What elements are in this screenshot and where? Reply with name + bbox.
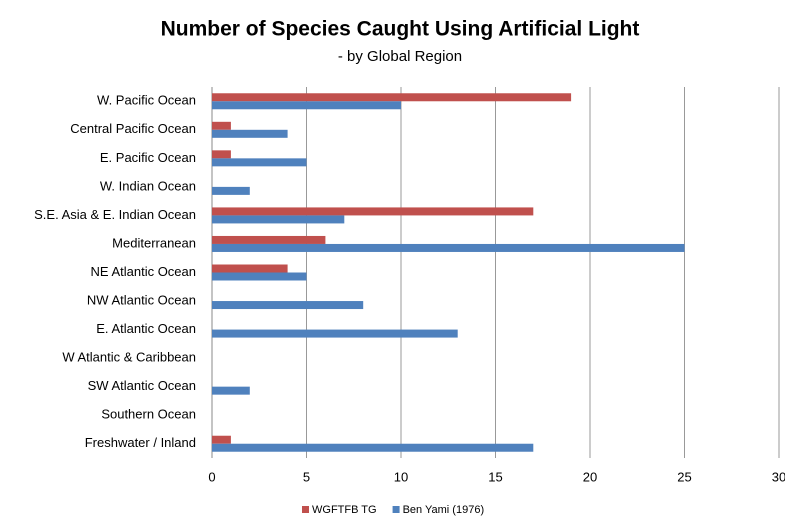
y-tick-label: E. Atlantic Ocean (96, 321, 196, 336)
bar (212, 93, 572, 102)
y-tick-label: W. Pacific Ocean (97, 93, 196, 108)
bar (212, 158, 307, 167)
bar (212, 150, 231, 159)
chart-title: Number of Species Caught Using Artificia… (161, 18, 640, 41)
y-tick-label: Central Pacific Ocean (70, 121, 196, 136)
legend-label: Ben Yami (1976) (403, 504, 485, 516)
bar (212, 101, 401, 110)
y-tick-label: Freshwater / Inland (85, 435, 196, 450)
x-tick-label: 20 (583, 469, 597, 484)
bar (212, 243, 685, 252)
bar (212, 435, 231, 444)
bar (212, 272, 307, 281)
y-tick-label: SW Atlantic Ocean (88, 378, 196, 393)
x-tick-label: 0 (208, 469, 215, 484)
y-tick-label: NE Atlantic Ocean (91, 264, 197, 279)
bar (212, 129, 288, 138)
x-tick-label: 30 (772, 469, 785, 484)
x-tick-label: 5 (303, 469, 310, 484)
y-tick-label: E. Pacific Ocean (100, 150, 196, 165)
bar (212, 301, 364, 310)
x-tick-label: 25 (677, 469, 691, 484)
bar (212, 121, 231, 130)
bar (212, 235, 326, 244)
bar (212, 186, 250, 195)
y-tick-label: Southern Ocean (101, 407, 196, 422)
y-tick-label: Mediterranean (112, 235, 196, 250)
bar (212, 264, 288, 273)
chart-subtitle: - by Global Region (338, 48, 462, 65)
bar (212, 207, 534, 216)
x-tick-label: 15 (488, 469, 502, 484)
y-tick-label: NW Atlantic Ocean (87, 292, 196, 307)
y-tick-label: S.E. Asia & E. Indian Ocean (34, 207, 196, 222)
legend-swatch (392, 506, 400, 513)
x-tick-label: 10 (394, 469, 408, 484)
y-tick-label: W Atlantic & Caribbean (62, 350, 196, 365)
bar (212, 215, 345, 224)
bar (212, 329, 458, 338)
legend-swatch (302, 506, 309, 513)
y-tick-label: W. Indian Ocean (100, 178, 196, 193)
bar (212, 443, 534, 452)
bar (212, 386, 250, 395)
legend-label: WGFTFB TG (312, 504, 377, 516)
